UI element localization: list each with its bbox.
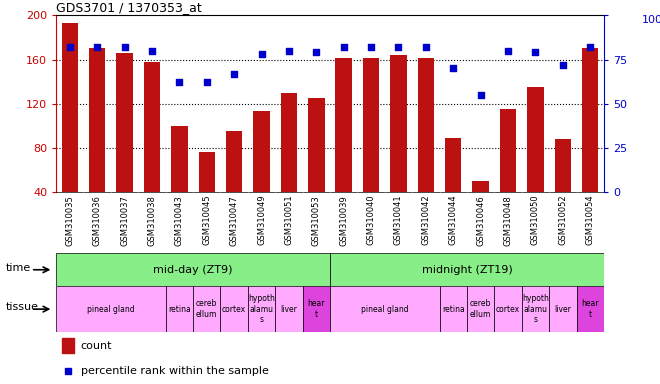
- Point: [147, 48, 157, 54]
- Bar: [500, 109, 516, 192]
- Bar: [527, 87, 544, 192]
- Bar: [467, 286, 494, 332]
- Point: [429, 237, 440, 243]
- Text: cortex: cortex: [222, 305, 246, 314]
- Text: hear
t: hear t: [581, 300, 599, 319]
- Text: cereb
ellum: cereb ellum: [196, 300, 217, 319]
- Point: [201, 79, 212, 86]
- Bar: [61, 23, 78, 192]
- Point: [119, 44, 130, 50]
- Bar: [171, 126, 187, 192]
- Bar: [61, 338, 74, 353]
- Text: tissue: tissue: [5, 302, 38, 312]
- Bar: [440, 286, 467, 332]
- Text: percentile rank within the sample: percentile rank within the sample: [81, 366, 269, 376]
- Text: mid-day (ZT9): mid-day (ZT9): [153, 265, 233, 275]
- Bar: [445, 138, 461, 192]
- Bar: [89, 48, 106, 192]
- Text: cortex: cortex: [496, 305, 520, 314]
- Bar: [280, 93, 297, 192]
- Bar: [302, 286, 330, 332]
- Text: retina: retina: [442, 305, 465, 314]
- Point: [503, 48, 513, 54]
- Point: [311, 50, 321, 56]
- Text: time: time: [5, 263, 31, 273]
- Bar: [582, 48, 599, 192]
- Bar: [166, 286, 193, 332]
- Bar: [193, 286, 220, 332]
- Point: [256, 51, 267, 57]
- Text: hypoth
alamu
s: hypoth alamu s: [248, 294, 275, 324]
- Text: GDS3701 / 1370353_at: GDS3701 / 1370353_at: [56, 1, 202, 14]
- Bar: [308, 98, 325, 192]
- Text: cereb
ellum: cereb ellum: [470, 300, 491, 319]
- Point: [229, 71, 240, 77]
- Point: [585, 44, 595, 50]
- Bar: [116, 53, 133, 192]
- Bar: [199, 152, 215, 192]
- Point: [284, 48, 294, 54]
- Bar: [549, 286, 577, 332]
- Bar: [248, 286, 275, 332]
- Bar: [330, 286, 440, 332]
- Text: midnight (ZT19): midnight (ZT19): [422, 265, 512, 275]
- Point: [366, 44, 376, 50]
- Text: liver: liver: [280, 305, 298, 314]
- Bar: [330, 253, 604, 286]
- Bar: [390, 55, 407, 192]
- Bar: [335, 58, 352, 192]
- Point: [92, 44, 102, 50]
- Bar: [220, 286, 248, 332]
- Text: pineal gland: pineal gland: [361, 305, 409, 314]
- Text: liver: liver: [554, 305, 572, 314]
- Text: count: count: [81, 341, 112, 351]
- Point: [420, 44, 431, 50]
- Point: [393, 44, 404, 50]
- Point: [475, 92, 486, 98]
- Bar: [275, 286, 302, 332]
- Bar: [56, 286, 166, 332]
- Bar: [494, 286, 521, 332]
- Bar: [56, 253, 330, 286]
- Bar: [521, 286, 549, 332]
- Point: [339, 44, 349, 50]
- Text: hear
t: hear t: [308, 300, 325, 319]
- Text: pineal gland: pineal gland: [87, 305, 135, 314]
- Bar: [554, 139, 571, 192]
- Text: hypoth
alamu
s: hypoth alamu s: [522, 294, 549, 324]
- Point: [530, 50, 541, 56]
- Bar: [418, 58, 434, 192]
- Point: [174, 79, 185, 86]
- Bar: [363, 58, 380, 192]
- Point: [448, 65, 459, 71]
- Bar: [144, 62, 160, 192]
- Bar: [577, 286, 604, 332]
- Point: [558, 62, 568, 68]
- Bar: [226, 131, 242, 192]
- Text: 100%: 100%: [642, 15, 660, 25]
- Point: [65, 44, 75, 50]
- Text: retina: retina: [168, 305, 191, 314]
- Bar: [473, 181, 489, 192]
- Bar: [253, 111, 270, 192]
